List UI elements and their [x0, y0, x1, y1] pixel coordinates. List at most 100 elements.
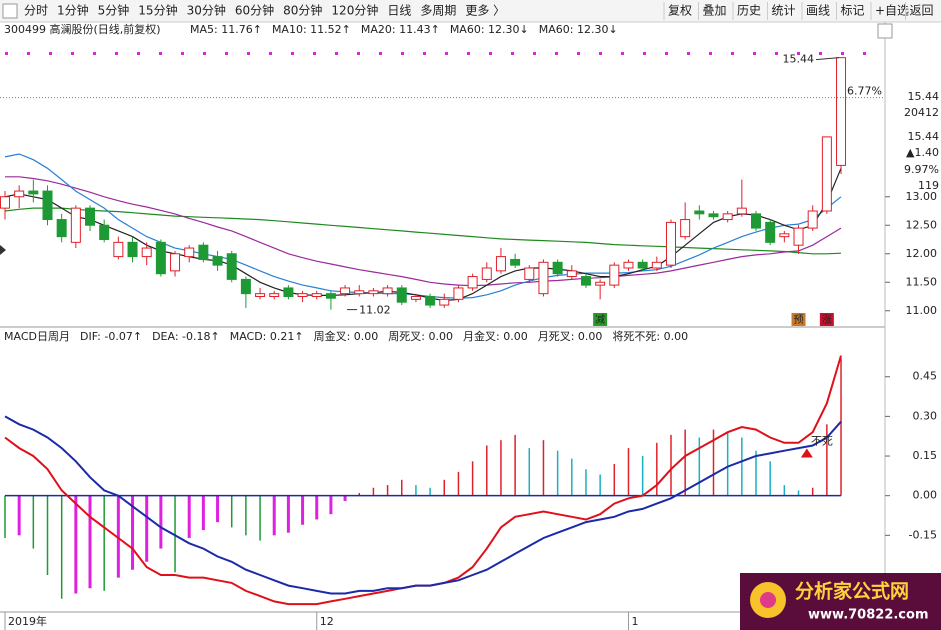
toolbar-button[interactable]: 统计	[772, 4, 796, 18]
candle-body	[722, 213, 733, 221]
legend-entry: 周死叉: 0.00	[388, 330, 453, 343]
candle-body	[42, 190, 53, 221]
top-dot	[5, 52, 8, 55]
y-tick-label: 0.30	[913, 409, 938, 422]
top-dot	[71, 52, 74, 55]
y-tick-label: 11.00	[906, 304, 938, 317]
candle-body	[354, 290, 365, 295]
x-tick-label: 12	[320, 615, 334, 628]
period-tab[interactable]: 分时	[24, 4, 48, 18]
period-tab[interactable]: 15分钟	[138, 3, 177, 18]
indicator-line	[5, 176, 842, 287]
x-tick-label: 1	[631, 615, 638, 628]
candle-body	[410, 296, 421, 300]
toolbar-button[interactable]: 历史	[737, 4, 761, 18]
y-tick-label: 11.50	[906, 275, 938, 288]
candle-body	[779, 233, 790, 238]
toolbar-button[interactable]: 画线	[806, 4, 830, 18]
candle-body	[141, 247, 152, 258]
y-tick-label: 13.00	[906, 190, 938, 203]
candle-body	[283, 287, 294, 298]
annotation: 6.77%	[847, 85, 882, 98]
top-dot	[533, 52, 536, 55]
top-dot	[203, 52, 206, 55]
candle-body	[637, 261, 648, 269]
top-dot	[731, 52, 734, 55]
period-tab[interactable]: 60分钟	[235, 3, 274, 18]
top-dot	[511, 52, 514, 55]
period-tab[interactable]: 80分钟	[283, 3, 322, 18]
top-dot	[599, 52, 602, 55]
candle-body	[566, 270, 577, 278]
period-tab[interactable]: 1分钟	[57, 3, 89, 18]
top-dot	[577, 52, 580, 55]
candle-body	[170, 253, 181, 272]
top-dot	[775, 52, 778, 55]
toolbar-button[interactable]: 叠加	[703, 4, 727, 18]
legend-entry: MA5: 11.76↑	[190, 23, 262, 36]
candle-body	[85, 207, 96, 226]
candle-body	[765, 221, 776, 243]
candle-body	[481, 267, 492, 280]
top-dot	[489, 52, 492, 55]
candle-body	[127, 241, 138, 258]
toolbar	[0, 0, 941, 22]
top-dot	[621, 52, 624, 55]
candle-body	[538, 261, 549, 295]
annotation: 不死	[811, 434, 833, 447]
candle-body	[665, 221, 676, 266]
period-tab[interactable]: 5分钟	[98, 3, 130, 18]
period-tab[interactable]: 多周期	[420, 4, 456, 18]
period-tab[interactable]: 日线	[387, 4, 411, 18]
side-value: 119	[918, 179, 939, 192]
top-dot	[291, 52, 294, 55]
period-tab[interactable]: 30分钟	[187, 3, 226, 18]
top-dot	[137, 52, 140, 55]
candle-body	[325, 293, 336, 299]
legend-entry: 周金叉: 0.00	[314, 329, 379, 343]
top-dot	[709, 52, 712, 55]
period-tab[interactable]: 更多 〉	[465, 4, 505, 18]
top-dot	[115, 52, 118, 55]
menu-icon[interactable]	[2, 3, 18, 19]
scroll-button[interactable]	[877, 23, 893, 39]
legend-entry: MA20: 11.43↑	[361, 23, 440, 36]
top-dot	[423, 52, 426, 55]
top-dot	[313, 52, 316, 55]
watermark-logo-center	[760, 592, 776, 608]
toolbar-button[interactable]: 复权	[668, 4, 692, 18]
candle-body	[28, 190, 39, 195]
top-dot	[687, 52, 690, 55]
candle-body	[340, 287, 351, 295]
candle-body	[453, 287, 464, 300]
toolbar-button[interactable]: 返回	[910, 4, 934, 18]
candle-body	[155, 241, 166, 275]
legend-entry: 月死叉: 0.00	[538, 330, 603, 343]
signal-box	[791, 313, 806, 326]
top-dot	[555, 52, 558, 55]
signal: 涨	[822, 314, 832, 326]
side-value: 15.44	[908, 130, 940, 143]
toolbar-button[interactable]: 标记	[841, 4, 865, 18]
candle-body	[212, 256, 223, 266]
toolbar-button[interactable]: +自选	[875, 4, 909, 18]
candle-body	[382, 287, 393, 295]
candle-body	[0, 196, 10, 209]
watermark-url: www.70822.com	[808, 608, 929, 623]
side-value: 15.44	[908, 90, 940, 103]
legend-entry: MA10: 11.52↑	[272, 23, 351, 36]
annotation: 15.44	[783, 53, 815, 66]
x-tick-label: 2019年	[8, 614, 47, 628]
candle-body	[580, 276, 591, 286]
candle-body	[14, 190, 25, 198]
top-dot	[379, 52, 382, 55]
candle-body	[694, 210, 705, 215]
candle-body	[439, 298, 450, 306]
period-tab[interactable]: 120分钟	[331, 3, 378, 18]
candle-body	[425, 296, 436, 306]
candle-body	[184, 247, 195, 258]
candle-body	[807, 210, 818, 229]
signal-box	[593, 313, 608, 326]
candle-body	[821, 136, 832, 212]
